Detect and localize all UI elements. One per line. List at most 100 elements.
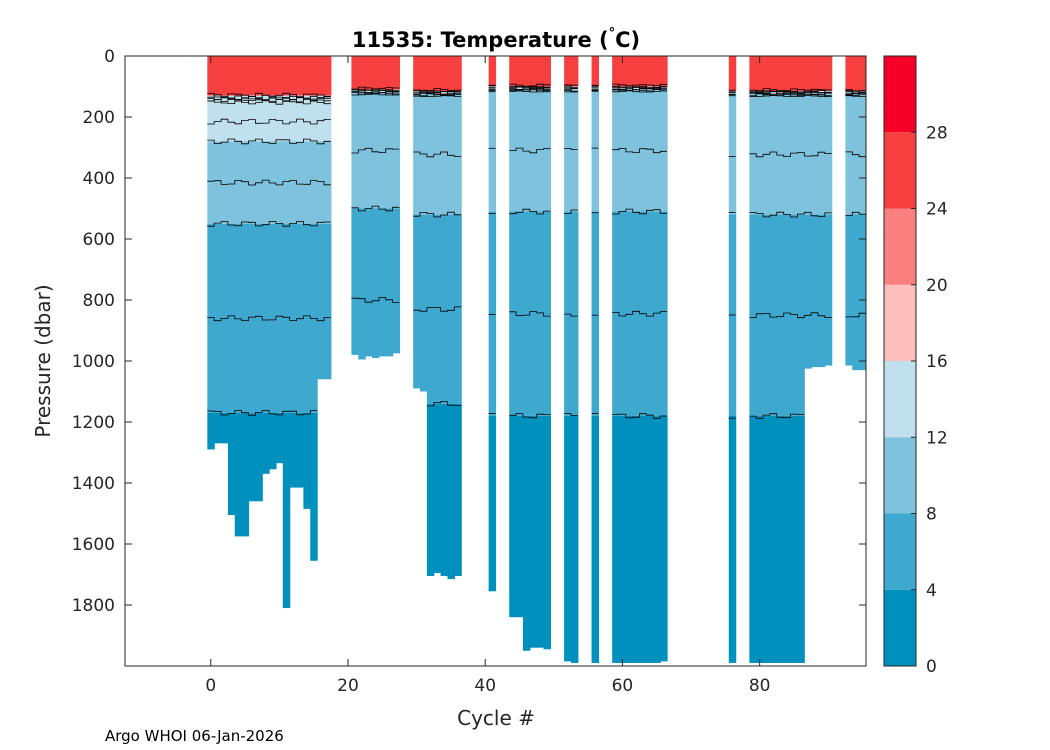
band-24-28	[289, 56, 298, 96]
band-0-4	[570, 415, 579, 663]
chart-title: 11535: Temperature (°C)	[352, 26, 640, 52]
profile-cycle-41	[488, 56, 497, 592]
band-12-16	[269, 95, 277, 102]
band-8-12	[817, 94, 826, 215]
band-12-16	[413, 91, 421, 95]
band-24-28	[564, 56, 572, 87]
band-0-4	[248, 412, 256, 502]
isotherm-8	[351, 205, 400, 212]
band-0-4	[543, 415, 551, 650]
band-8-12	[447, 94, 455, 215]
band-4-8	[241, 223, 250, 413]
band-4-8	[769, 214, 778, 416]
band-4-8	[275, 223, 284, 413]
band-24-28	[625, 56, 634, 87]
band-24-28	[852, 56, 860, 92]
band-24-28	[522, 56, 531, 87]
band-8-12	[323, 141, 332, 224]
profile-cycle-59	[612, 56, 620, 663]
band-24-28	[413, 56, 421, 92]
isotherm-contours	[207, 83, 866, 419]
isotherm-4	[509, 413, 551, 419]
band-4-8	[632, 211, 641, 416]
profile-cycle-24	[372, 56, 380, 358]
profile-cycle-4	[234, 56, 243, 537]
band-24-28	[612, 56, 620, 87]
band-8-12	[385, 92, 394, 209]
band-12-16	[509, 86, 517, 90]
colorbar-tick-label: 8	[926, 505, 937, 525]
band-24-28	[282, 56, 291, 96]
isotherm-18	[413, 90, 462, 97]
profile-cycle-66	[660, 56, 668, 662]
profile-cycle-93	[845, 56, 853, 366]
band-8-12	[488, 89, 497, 212]
band-4-8	[392, 208, 401, 354]
profile-cycle-60	[619, 56, 627, 663]
band-24-28	[728, 56, 737, 92]
band-4-8	[797, 214, 805, 416]
isotherm-6	[564, 313, 578, 317]
isotherm-20	[564, 87, 578, 91]
band-4-8	[426, 214, 435, 404]
profile-cycle-47	[529, 56, 538, 648]
isotherm-22	[612, 84, 667, 91]
band-12-16	[378, 89, 387, 93]
band-0-4	[516, 415, 524, 618]
profile-cycle-21	[351, 56, 359, 355]
band-8-12	[619, 89, 627, 212]
band-8-12	[811, 94, 819, 215]
band-12-16	[516, 86, 524, 90]
band-12-16	[214, 95, 222, 102]
band-0-4	[269, 412, 277, 470]
colorbar-tick-label: 16	[926, 352, 948, 372]
profile-cycle-61	[625, 56, 634, 663]
x-axis-label: Cycle #	[457, 706, 535, 730]
colorbar-segment	[884, 437, 916, 514]
band-24-28	[440, 56, 449, 92]
band-0-4	[564, 415, 572, 662]
band-24-28	[447, 56, 455, 92]
band-24-28	[207, 56, 215, 96]
band-24-28	[488, 56, 497, 87]
band-8-12	[845, 94, 853, 215]
band-24-28	[323, 56, 332, 96]
band-24-28	[660, 56, 668, 87]
band-4-8	[248, 223, 256, 413]
y-axis: 0 200 400 600 800 1000 1200 1400 1600 1800	[72, 47, 866, 616]
band-12-16	[323, 101, 332, 142]
band-12-16	[234, 95, 243, 102]
band-24-28	[221, 56, 229, 96]
isotherm-6	[612, 310, 667, 317]
band-8-12	[824, 94, 833, 215]
band-0-4	[426, 403, 435, 577]
band-24-28	[639, 56, 648, 87]
profile-cycle-9	[269, 56, 277, 470]
profile-cycle-10	[275, 56, 284, 464]
band-8-12	[564, 89, 572, 212]
profile-cycle-27	[392, 56, 401, 354]
y-tick-label: 1600	[72, 535, 115, 555]
band-0-4	[619, 415, 627, 663]
isotherm-6	[749, 312, 832, 319]
isotherm-22	[845, 89, 866, 95]
band-8-12	[372, 92, 380, 209]
band-24-28	[536, 56, 545, 87]
band-4-8	[536, 211, 545, 416]
isotherm-6	[845, 312, 866, 318]
band-0-4	[756, 415, 764, 663]
band-8-12	[413, 94, 421, 215]
band-0-4	[797, 415, 805, 663]
band-4-8	[323, 223, 332, 380]
isotherm-24	[564, 84, 578, 89]
band-4-8	[529, 211, 538, 416]
band-4-8	[385, 208, 394, 357]
profile-cycle-11	[282, 56, 291, 609]
band-4-8	[811, 214, 819, 368]
band-4-8	[845, 214, 853, 366]
y-tick-label: 1400	[72, 474, 115, 494]
profile-cycle-17	[323, 56, 332, 380]
isotherm-10	[207, 179, 331, 186]
profile-cycle-49	[543, 56, 551, 650]
colorbar-tick-label: 28	[926, 123, 948, 143]
